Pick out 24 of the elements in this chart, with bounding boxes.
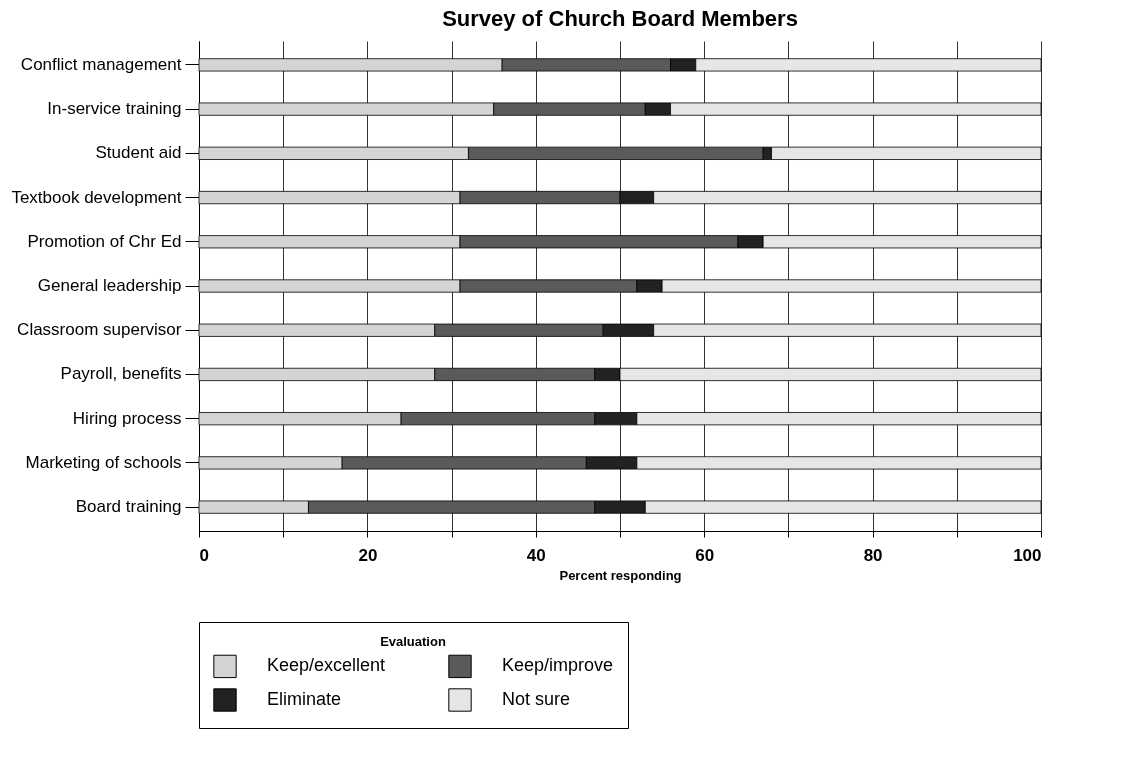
y-tick-label: General leadership	[37, 276, 182, 295]
y-tick-label: Marketing of schools	[25, 452, 182, 472]
legend-label: Not sure	[502, 689, 571, 709]
y-tick-label: Student aid	[95, 143, 182, 163]
x-tick-label: 100	[1013, 545, 1042, 565]
x-tick-label: 0	[199, 545, 209, 565]
y-tick-label: Board training	[75, 497, 182, 517]
legend-label: Keep/excellent	[267, 655, 386, 676]
legend-title: Evaluation	[380, 634, 446, 649]
chart-title: Survey of Church Board Members	[442, 6, 798, 31]
x-axis-title: Percent responding	[559, 567, 682, 583]
y-tick-label: Promotion of Chr Ed	[27, 231, 182, 251]
x-tick-label: 60	[695, 545, 715, 565]
y-tick-label: Textbook development	[11, 187, 182, 207]
x-tick-label: 80	[863, 545, 883, 565]
legend-label: Keep/improve	[502, 655, 614, 676]
y-tick-label: Conflict management	[20, 54, 182, 74]
x-tick-label: 20	[358, 545, 378, 565]
y-tick-label: In-service training	[47, 99, 182, 119]
y-tick-label: Hiring process	[72, 408, 182, 428]
y-tick-label: Payroll, benefits	[60, 364, 182, 384]
y-tick-label: Classroom supervisor	[17, 320, 182, 340]
legend-label: Eliminate	[267, 689, 342, 709]
x-tick-label: 40	[526, 545, 546, 565]
